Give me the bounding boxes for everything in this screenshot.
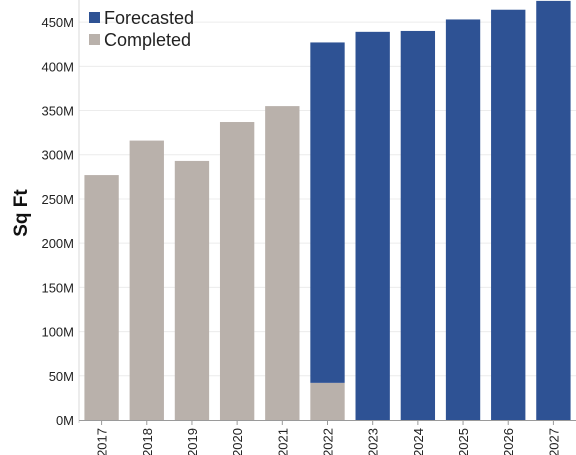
y-tick-label: 350M [41,104,74,119]
y-axis-title: Sq Ft [11,189,32,237]
x-tick-label: 2020 [230,428,245,455]
y-tick-label: 100M [41,325,74,340]
x-tick-label: 2027 [546,428,561,455]
y-tick-label: 200M [41,236,74,251]
bar-forecasted-2022 [310,42,345,383]
x-tick-label: 2018 [140,428,155,455]
y-tick-label: 50M [49,369,74,384]
bar-completed-2020 [219,122,255,420]
legend-swatch-forecasted [89,12,100,23]
y-tick-label: 300M [41,148,74,163]
x-tick-label: 2026 [501,428,516,455]
legend-swatch-completed [89,34,100,45]
y-tick-label: 450M [41,15,74,30]
bar-forecasted-2023 [355,31,390,421]
bar-completed-2022 [310,382,345,420]
legend-label-completed: Completed [104,30,191,50]
bar-forecasted-2024 [400,30,436,421]
bar-completed-2021 [265,106,300,421]
x-tick-label: 2019 [185,428,200,455]
bar-completed-2018 [129,140,164,420]
y-tick-label: 0M [56,413,74,428]
x-tick-label: 2017 [95,428,110,455]
y-tick-label: 250M [41,192,74,207]
legend-label-forecasted: Forecasted [104,8,194,28]
x-tick-label: 2021 [275,428,290,455]
x-tick-label: 2023 [366,428,381,455]
y-tick-label: 150M [41,280,74,295]
bar-forecasted-2025 [445,19,481,420]
x-tick-label: 2025 [456,428,471,455]
x-tick-label: 2024 [411,428,426,455]
bars [84,0,571,421]
x-axis: 2017 2018 2019 2020 2021 2022 2023 2024 2025 2026… [79,420,576,455]
x-tick-label: 2022 [321,428,336,455]
bar-completed-2019 [174,160,210,420]
y-axis: 0M 50M 100M 150M 200M 250M 300M 350M 400M 450M [41,0,80,428]
bar-forecasted-2026 [491,9,526,420]
bar-completed-2017 [84,175,119,420]
y-tick-label: 400M [41,59,74,74]
bar-forecasted-2027 [536,0,571,420]
